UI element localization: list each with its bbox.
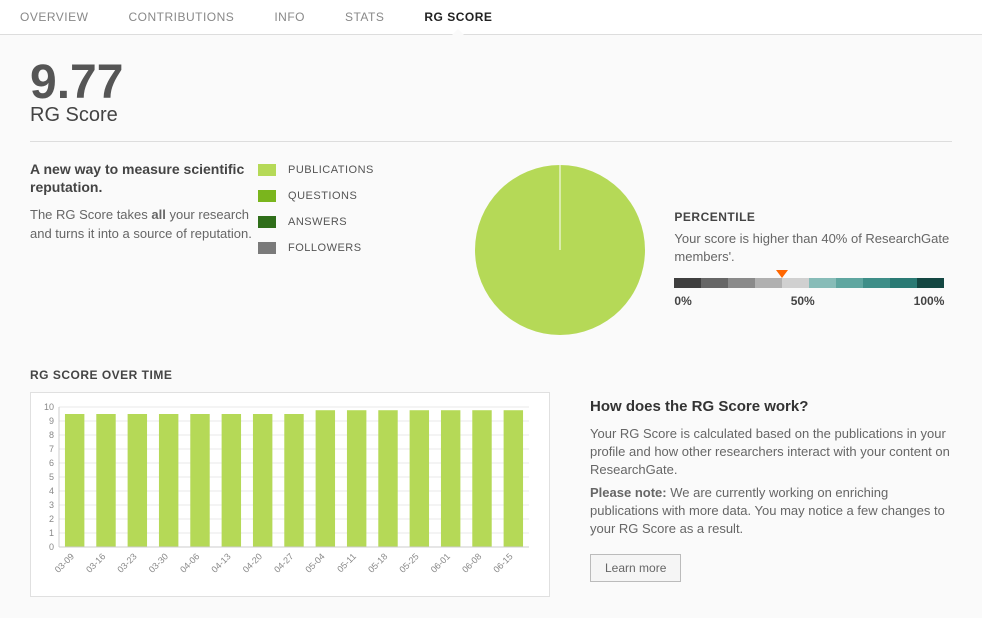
legend-swatch-icon xyxy=(258,164,276,176)
bar xyxy=(504,410,523,547)
legend-label: FOLLOWERS xyxy=(288,242,362,254)
bar xyxy=(316,410,335,547)
legend-label: ANSWERS xyxy=(288,216,347,228)
bar-chart-svg: 0 1 2 3 4 5 6 7 8 9 10 03-09 03-16 03-23 03-30 04-06 04-… xyxy=(31,401,541,591)
bar xyxy=(472,410,491,547)
bar xyxy=(96,414,115,547)
tab-stats[interactable]: STATS xyxy=(345,10,384,34)
tabs-bar: OVERVIEW CONTRIBUTIONS INFO STATS RG SCORE xyxy=(0,0,982,35)
svg-text:6: 6 xyxy=(49,458,54,468)
svg-text:9: 9 xyxy=(49,416,54,426)
legend-label: QUESTIONS xyxy=(288,190,357,202)
percentile-block: PERCENTILE Your score is higher than 40%… xyxy=(674,160,952,340)
legend-label: PUBLICATIONS xyxy=(288,164,374,176)
svg-text:04-27: 04-27 xyxy=(272,551,295,574)
percentile-segment xyxy=(917,278,944,288)
percentile-segment xyxy=(863,278,890,288)
svg-text:10: 10 xyxy=(44,402,54,412)
svg-text:03-23: 03-23 xyxy=(115,551,138,574)
legend-swatch-icon xyxy=(258,190,276,202)
bar xyxy=(410,410,429,547)
pie-legend: PUBLICATIONS QUESTIONS ANSWERS FOLLOWERS xyxy=(258,160,446,340)
percentile-bar xyxy=(674,278,952,288)
svg-text:04-20: 04-20 xyxy=(241,551,264,574)
time-chart-section: RG SCORE OVER TIME 0 1 2 3 4 5 6 7 8 9 10 03-09 03-1… xyxy=(30,368,550,597)
tab-overview[interactable]: OVERVIEW xyxy=(20,10,88,34)
percentile-segment xyxy=(890,278,917,288)
svg-text:04-13: 04-13 xyxy=(209,551,232,574)
percentile-segment xyxy=(755,278,782,288)
explain-heading: How does the RG Score work? xyxy=(590,398,952,415)
percentile-segment xyxy=(701,278,728,288)
legend-swatch-icon xyxy=(258,242,276,254)
svg-text:5: 5 xyxy=(49,472,54,482)
percentile-segment xyxy=(782,278,809,288)
legend-item-publications: PUBLICATIONS xyxy=(258,164,446,176)
score-label: RG Score xyxy=(30,104,952,127)
svg-text:0: 0 xyxy=(49,542,54,552)
legend-item-followers: FOLLOWERS xyxy=(258,242,446,254)
svg-text:06-08: 06-08 xyxy=(460,551,483,574)
time-chart-title: RG SCORE OVER TIME xyxy=(30,368,550,382)
svg-text:1: 1 xyxy=(49,528,54,538)
legend-item-questions: QUESTIONS xyxy=(258,190,446,202)
intro-heading: A new way to measure scientific reputati… xyxy=(30,160,258,196)
svg-text:04-06: 04-06 xyxy=(178,551,201,574)
content-area: 9.77 RG Score A new way to measure scien… xyxy=(0,35,982,617)
intro-block: A new way to measure scientific reputati… xyxy=(30,160,258,340)
explain-body: Your RG Score is calculated based on the… xyxy=(590,425,952,480)
bar xyxy=(284,414,303,547)
legend-swatch-icon xyxy=(258,216,276,228)
svg-text:03-30: 03-30 xyxy=(147,551,170,574)
pie-svg xyxy=(470,160,650,340)
percentile-segment xyxy=(674,278,701,288)
percentile-segment xyxy=(728,278,755,288)
svg-text:05-18: 05-18 xyxy=(366,551,389,574)
bar xyxy=(159,414,178,547)
svg-text:06-15: 06-15 xyxy=(491,551,514,574)
percentile-axis-labels: 0% 50% 100% xyxy=(674,294,944,308)
percentile-text: Your score is higher than 40% of Researc… xyxy=(674,230,952,266)
svg-text:05-04: 05-04 xyxy=(303,551,326,574)
svg-text:2: 2 xyxy=(49,514,54,524)
learn-more-button[interactable]: Learn more xyxy=(590,554,681,582)
percentile-marker-icon xyxy=(776,270,788,278)
tab-info[interactable]: INFO xyxy=(274,10,305,34)
score-value: 9.77 xyxy=(30,55,952,110)
percentile-segment xyxy=(836,278,863,288)
tab-rg-score[interactable]: RG SCORE xyxy=(424,10,492,34)
pie-chart xyxy=(446,160,674,340)
svg-text:05-25: 05-25 xyxy=(397,551,420,574)
bar xyxy=(347,410,366,547)
divider xyxy=(30,141,952,142)
percentile-heading: PERCENTILE xyxy=(674,210,952,224)
tab-contributions[interactable]: CONTRIBUTIONS xyxy=(128,10,234,34)
svg-text:03-09: 03-09 xyxy=(53,551,76,574)
bar xyxy=(65,414,84,547)
bar xyxy=(378,410,397,547)
bar xyxy=(441,410,460,547)
svg-text:06-01: 06-01 xyxy=(429,551,452,574)
bar xyxy=(253,414,272,547)
time-chart: 0 1 2 3 4 5 6 7 8 9 10 03-09 03-16 03-23 03-30 04-06 04-… xyxy=(30,392,550,597)
bar xyxy=(128,414,147,547)
svg-text:03-16: 03-16 xyxy=(84,551,107,574)
svg-text:4: 4 xyxy=(49,486,54,496)
explain-block: How does the RG Score work? Your RG Scor… xyxy=(590,368,952,597)
bar xyxy=(222,414,241,547)
svg-text:05-11: 05-11 xyxy=(335,551,358,574)
svg-text:7: 7 xyxy=(49,444,54,454)
percentile-segment xyxy=(809,278,836,288)
explain-note: Please note: We are currently working on… xyxy=(590,484,952,539)
svg-text:3: 3 xyxy=(49,500,54,510)
intro-body: The RG Score takes all your research and… xyxy=(30,206,258,242)
bar xyxy=(190,414,209,547)
svg-text:8: 8 xyxy=(49,430,54,440)
legend-item-answers: ANSWERS xyxy=(258,216,446,228)
